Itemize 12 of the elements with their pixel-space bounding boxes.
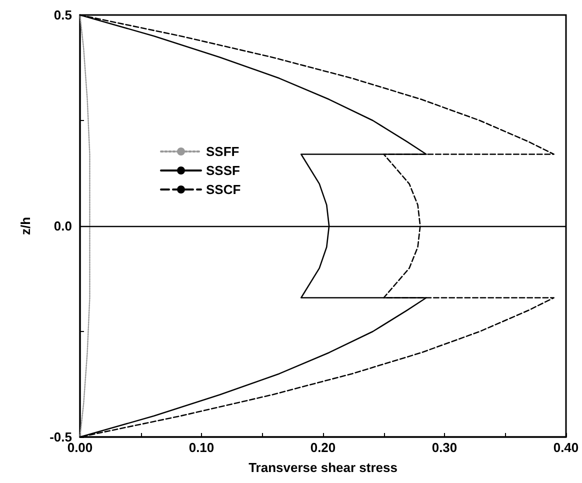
legend-label: SSFF: [206, 144, 240, 159]
y-tick-label: 0.0: [54, 218, 72, 234]
x-tick-label: 0.40: [553, 440, 579, 455]
y-axis-title: z/h: [18, 216, 33, 236]
legend-label: SSCF: [206, 182, 241, 197]
x-tick-label: 0.10: [188, 440, 214, 455]
x-tick-label: 0.20: [310, 440, 336, 455]
x-axis-title: Transverse shear stress: [248, 460, 398, 475]
legend-label: SSSF: [206, 163, 240, 178]
y-tick-label: -0.5: [50, 430, 72, 444]
y-tick-label: 0.5: [54, 8, 72, 22]
x-tick-label: 0.30: [432, 440, 458, 455]
